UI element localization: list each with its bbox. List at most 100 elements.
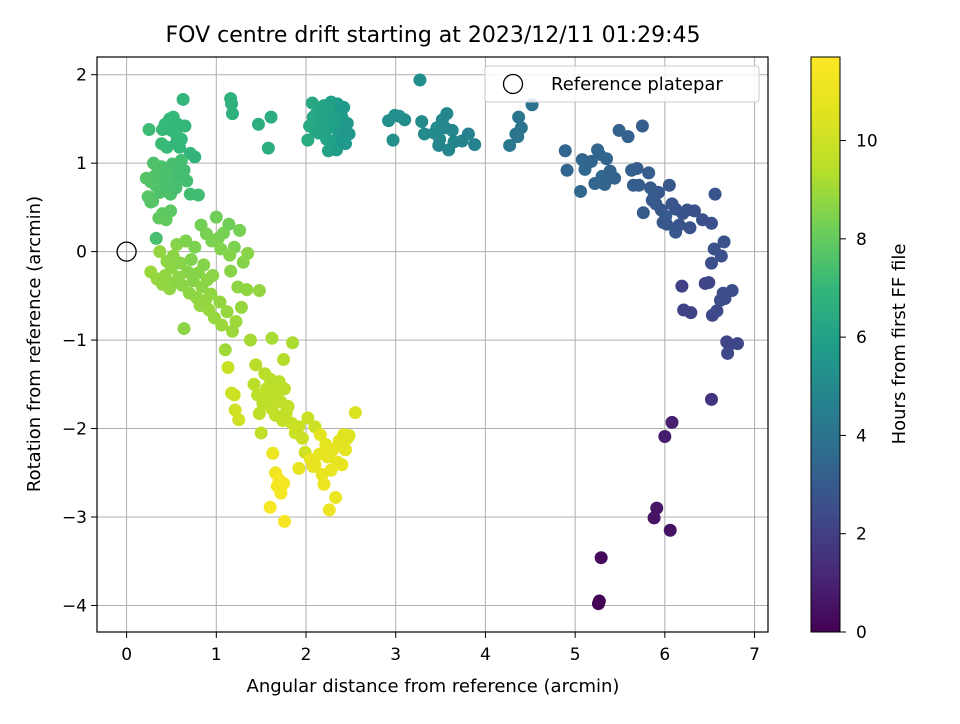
data-point xyxy=(432,138,446,152)
data-point xyxy=(232,413,246,427)
data-point xyxy=(338,443,352,457)
data-point xyxy=(704,256,718,270)
colorbar-tick-label: 4 xyxy=(856,426,867,446)
data-point xyxy=(191,188,205,202)
data-point xyxy=(224,264,238,278)
data-point xyxy=(174,154,188,167)
data-point xyxy=(254,426,268,440)
data-point xyxy=(292,420,306,434)
data-point xyxy=(415,115,429,129)
data-point xyxy=(243,333,257,347)
data-point xyxy=(225,107,239,121)
data-point xyxy=(164,204,178,218)
data-point xyxy=(265,331,279,345)
x-tick-label: 2 xyxy=(301,645,312,665)
colorbar-tick-label: 8 xyxy=(856,230,867,250)
colorbar-gradient xyxy=(810,56,841,633)
data-point xyxy=(398,113,412,127)
data-point xyxy=(717,235,731,249)
data-point xyxy=(144,195,158,209)
data-point xyxy=(286,336,300,350)
data-point xyxy=(558,144,572,158)
data-point xyxy=(170,129,184,143)
data-point xyxy=(281,399,295,413)
data-point xyxy=(714,249,728,263)
data-point xyxy=(704,392,718,406)
data-point xyxy=(222,217,236,231)
data-point xyxy=(209,210,223,224)
data-point xyxy=(340,116,354,130)
x-tick-label: 3 xyxy=(390,645,401,665)
reference-marker xyxy=(116,241,137,262)
data-point xyxy=(440,107,454,121)
data-point xyxy=(147,156,161,170)
x-axis: 0 1 2 3 4 5 6 7 xyxy=(121,632,760,665)
colorbar-tick-label: 6 xyxy=(856,328,867,348)
data-point xyxy=(277,476,291,490)
data-point xyxy=(328,114,342,128)
x-tick-label: 0 xyxy=(121,645,132,665)
data-point xyxy=(274,486,288,500)
data-point xyxy=(386,133,400,147)
data-point xyxy=(731,337,744,351)
data-point xyxy=(659,209,673,223)
data-point xyxy=(342,429,356,443)
data-point xyxy=(227,388,241,402)
data-point xyxy=(315,125,329,139)
data-point xyxy=(708,187,722,201)
colorbar-label: Hours from first FF file xyxy=(889,244,910,445)
data-point xyxy=(632,178,646,192)
data-point xyxy=(321,101,335,115)
y-tick-label: 2 xyxy=(76,66,87,86)
data-point xyxy=(417,127,431,141)
data-point xyxy=(233,223,247,237)
y-axis: −4 −3 −2 −1 0 1 2 xyxy=(62,66,97,616)
data-point xyxy=(647,511,661,525)
data-point xyxy=(335,458,349,472)
data-point xyxy=(153,245,167,259)
data-point xyxy=(468,138,482,152)
x-tick-label: 1 xyxy=(211,645,222,665)
data-point xyxy=(313,428,327,442)
data-point xyxy=(301,133,315,147)
data-point xyxy=(240,283,254,297)
data-point xyxy=(247,377,261,391)
data-point xyxy=(142,123,156,137)
data-point xyxy=(683,221,697,235)
data-point xyxy=(249,358,263,372)
data-point xyxy=(652,185,666,199)
data-point xyxy=(197,258,211,272)
reference-platepar-point xyxy=(116,241,137,262)
data-point xyxy=(188,240,202,254)
data-point xyxy=(337,100,351,114)
data-point xyxy=(710,304,724,318)
data-point xyxy=(204,287,218,301)
data-point xyxy=(512,110,526,124)
data-point xyxy=(413,73,427,87)
data-point xyxy=(251,117,265,131)
legend: Reference platepar xyxy=(484,65,760,103)
data-point xyxy=(721,346,735,360)
data-point xyxy=(461,127,475,141)
data-point xyxy=(301,411,315,425)
data-point xyxy=(445,123,459,137)
data-point xyxy=(213,295,227,309)
colorbar-ticks: 0 2 4 6 8 10 xyxy=(840,132,878,643)
data-point xyxy=(175,165,189,179)
data-point xyxy=(263,500,277,514)
data-point xyxy=(503,138,517,152)
data-point xyxy=(252,284,266,298)
legend-entry: Reference platepar xyxy=(551,74,723,95)
data-point xyxy=(277,382,291,396)
y-tick-label: −3 xyxy=(62,508,87,528)
colorbar-tick-label: 0 xyxy=(856,623,867,643)
data-point xyxy=(169,181,183,195)
data-point xyxy=(225,97,239,111)
data-point xyxy=(261,141,275,155)
data-point xyxy=(635,119,649,133)
data-point xyxy=(277,514,291,528)
data-point xyxy=(636,206,650,220)
data-point xyxy=(184,253,198,267)
colorbar-tick-label: 10 xyxy=(856,132,878,152)
